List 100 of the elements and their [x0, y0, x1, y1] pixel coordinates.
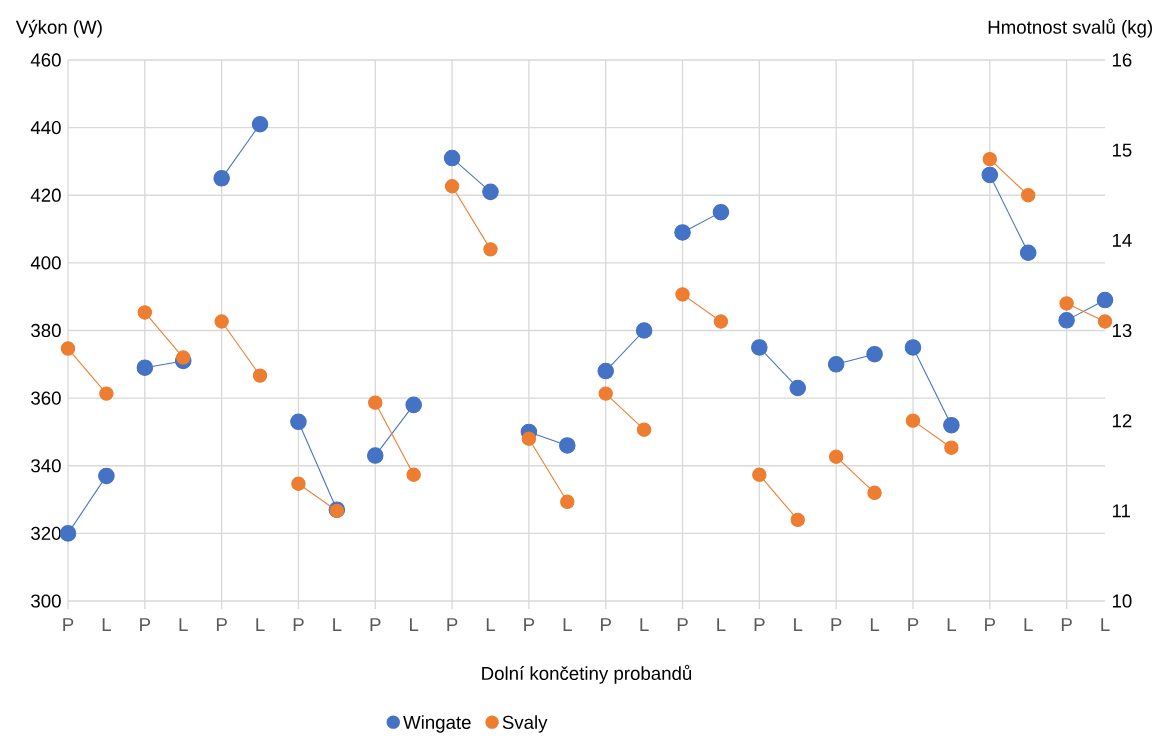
point	[252, 368, 268, 383]
x-tick-label: P	[601, 618, 611, 631]
point	[904, 339, 922, 356]
x-tick-label: L	[179, 618, 188, 631]
point	[905, 413, 921, 428]
point	[751, 339, 768, 356]
y2-tick-label: 11	[1112, 504, 1130, 518]
point	[790, 512, 805, 528]
y-tick-label: 360	[31, 391, 61, 405]
point	[1097, 314, 1113, 329]
point	[1019, 244, 1037, 261]
point	[712, 203, 730, 221]
point	[982, 151, 997, 167]
point	[598, 386, 613, 401]
x-tick-label: L	[870, 618, 880, 631]
point	[866, 345, 883, 363]
y-tick-label: 400	[30, 256, 61, 270]
point	[981, 166, 999, 184]
legend-label: Svaly	[502, 715, 548, 733]
point	[635, 322, 653, 339]
point	[405, 396, 422, 414]
x-axis-title: Dolní končetiny probandů	[482, 664, 692, 684]
y-tick-label: 380	[31, 323, 61, 338]
x-tick-label: P	[63, 618, 74, 631]
point	[752, 467, 767, 482]
point	[137, 305, 153, 320]
point	[1059, 296, 1074, 311]
point	[675, 287, 690, 302]
x-tick-label: P	[216, 618, 227, 631]
x-tick-label: P	[831, 618, 842, 631]
point	[1020, 188, 1036, 203]
x-tick-label: L	[717, 618, 726, 631]
x-tick-label: L	[794, 618, 803, 631]
y2-tick-label: 15	[1112, 143, 1132, 157]
point	[368, 395, 383, 410]
point	[176, 350, 191, 365]
point	[483, 242, 498, 257]
y-tick-label: 440	[30, 121, 61, 135]
x-tick-label: L	[563, 618, 572, 631]
point	[1058, 312, 1075, 329]
point	[713, 314, 729, 329]
point	[674, 224, 691, 241]
x-tick-label: P	[370, 618, 381, 631]
point	[214, 314, 229, 329]
y-tick-label: 300	[31, 594, 61, 608]
legend-label: Wingate	[403, 715, 471, 733]
y2-tick-label: 12	[1112, 414, 1132, 428]
x-tick-label: L	[102, 618, 111, 631]
y-tick-label: 460	[30, 53, 61, 67]
x-tick-label: L	[947, 618, 956, 631]
point	[482, 183, 499, 201]
point	[867, 485, 882, 500]
y2-tick-label: 13	[1112, 323, 1132, 338]
point	[559, 437, 576, 454]
x-tick-label: P	[677, 618, 688, 631]
x-tick-label: P	[524, 618, 535, 631]
point	[636, 422, 652, 437]
point	[443, 149, 461, 167]
x-tick-label: P	[1061, 618, 1072, 631]
point	[60, 341, 76, 356]
point	[406, 467, 421, 482]
point	[1096, 291, 1114, 309]
x-tick-label: L	[256, 618, 265, 631]
x-tick-label: P	[985, 618, 996, 631]
point	[944, 440, 959, 455]
point	[597, 362, 614, 380]
y2-tick-label: 10	[1112, 594, 1132, 608]
y-axis-title: Výkon (W)	[15, 19, 102, 38]
y-tick-label: 420	[30, 188, 61, 202]
point	[943, 416, 960, 434]
x-tick-label: L	[333, 618, 342, 631]
y2-tick-label: 16	[1112, 53, 1132, 67]
point	[366, 447, 384, 464]
point	[136, 359, 154, 376]
x-tick-label: L	[486, 618, 496, 631]
x-tick-label: P	[908, 618, 919, 631]
point	[444, 179, 460, 194]
point	[291, 476, 306, 491]
point	[560, 494, 575, 510]
x-tick-label: P	[447, 618, 458, 631]
x-tick-label: P	[754, 618, 765, 631]
point	[290, 413, 307, 431]
point	[828, 449, 844, 464]
point	[251, 115, 269, 133]
point	[521, 431, 537, 446]
point	[789, 379, 807, 397]
x-tick-label: L	[1101, 618, 1110, 631]
x-tick-label: P	[293, 618, 304, 631]
y-tick-label: 340	[31, 459, 61, 473]
point	[99, 386, 114, 401]
y2-tick-label: 14	[1112, 233, 1132, 247]
x-tick-label: L	[410, 618, 419, 631]
x-tick-label: P	[140, 618, 151, 631]
point	[59, 525, 77, 542]
point	[827, 356, 845, 373]
y-tick-label: 320	[31, 526, 61, 540]
x-tick-label: L	[1024, 618, 1033, 631]
y2-axis-title: Hmotnost svalů (kg)	[988, 18, 1153, 38]
x-tick-label: L	[640, 618, 649, 631]
point	[213, 170, 230, 187]
